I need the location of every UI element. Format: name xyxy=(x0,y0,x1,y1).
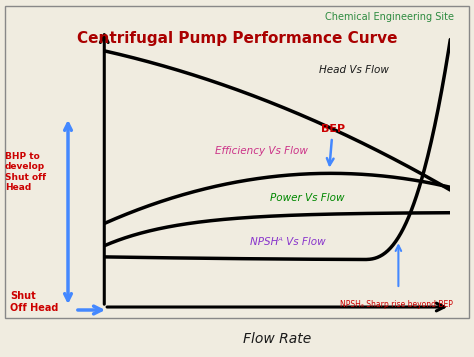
Text: BEP: BEP xyxy=(320,124,345,165)
Text: Efficiency Vs Flow: Efficiency Vs Flow xyxy=(215,146,308,156)
Text: Flow Rate: Flow Rate xyxy=(243,332,311,346)
Text: Head Vs Flow: Head Vs Flow xyxy=(319,65,389,75)
Text: Power Vs Flow: Power Vs Flow xyxy=(270,193,345,203)
Text: NPSHᴬ Vs Flow: NPSHᴬ Vs Flow xyxy=(250,237,325,247)
Text: NPSHₐ Sharp rise beyond BEP: NPSHₐ Sharp rise beyond BEP xyxy=(339,300,453,309)
Text: Centrifugal Pump Performance Curve: Centrifugal Pump Performance Curve xyxy=(77,31,397,46)
Text: Chemical Engineering Site: Chemical Engineering Site xyxy=(326,12,455,22)
Text: BHP to
develop
Shut off
Head: BHP to develop Shut off Head xyxy=(5,152,46,192)
Text: Shut
Off Head: Shut Off Head xyxy=(10,291,58,313)
